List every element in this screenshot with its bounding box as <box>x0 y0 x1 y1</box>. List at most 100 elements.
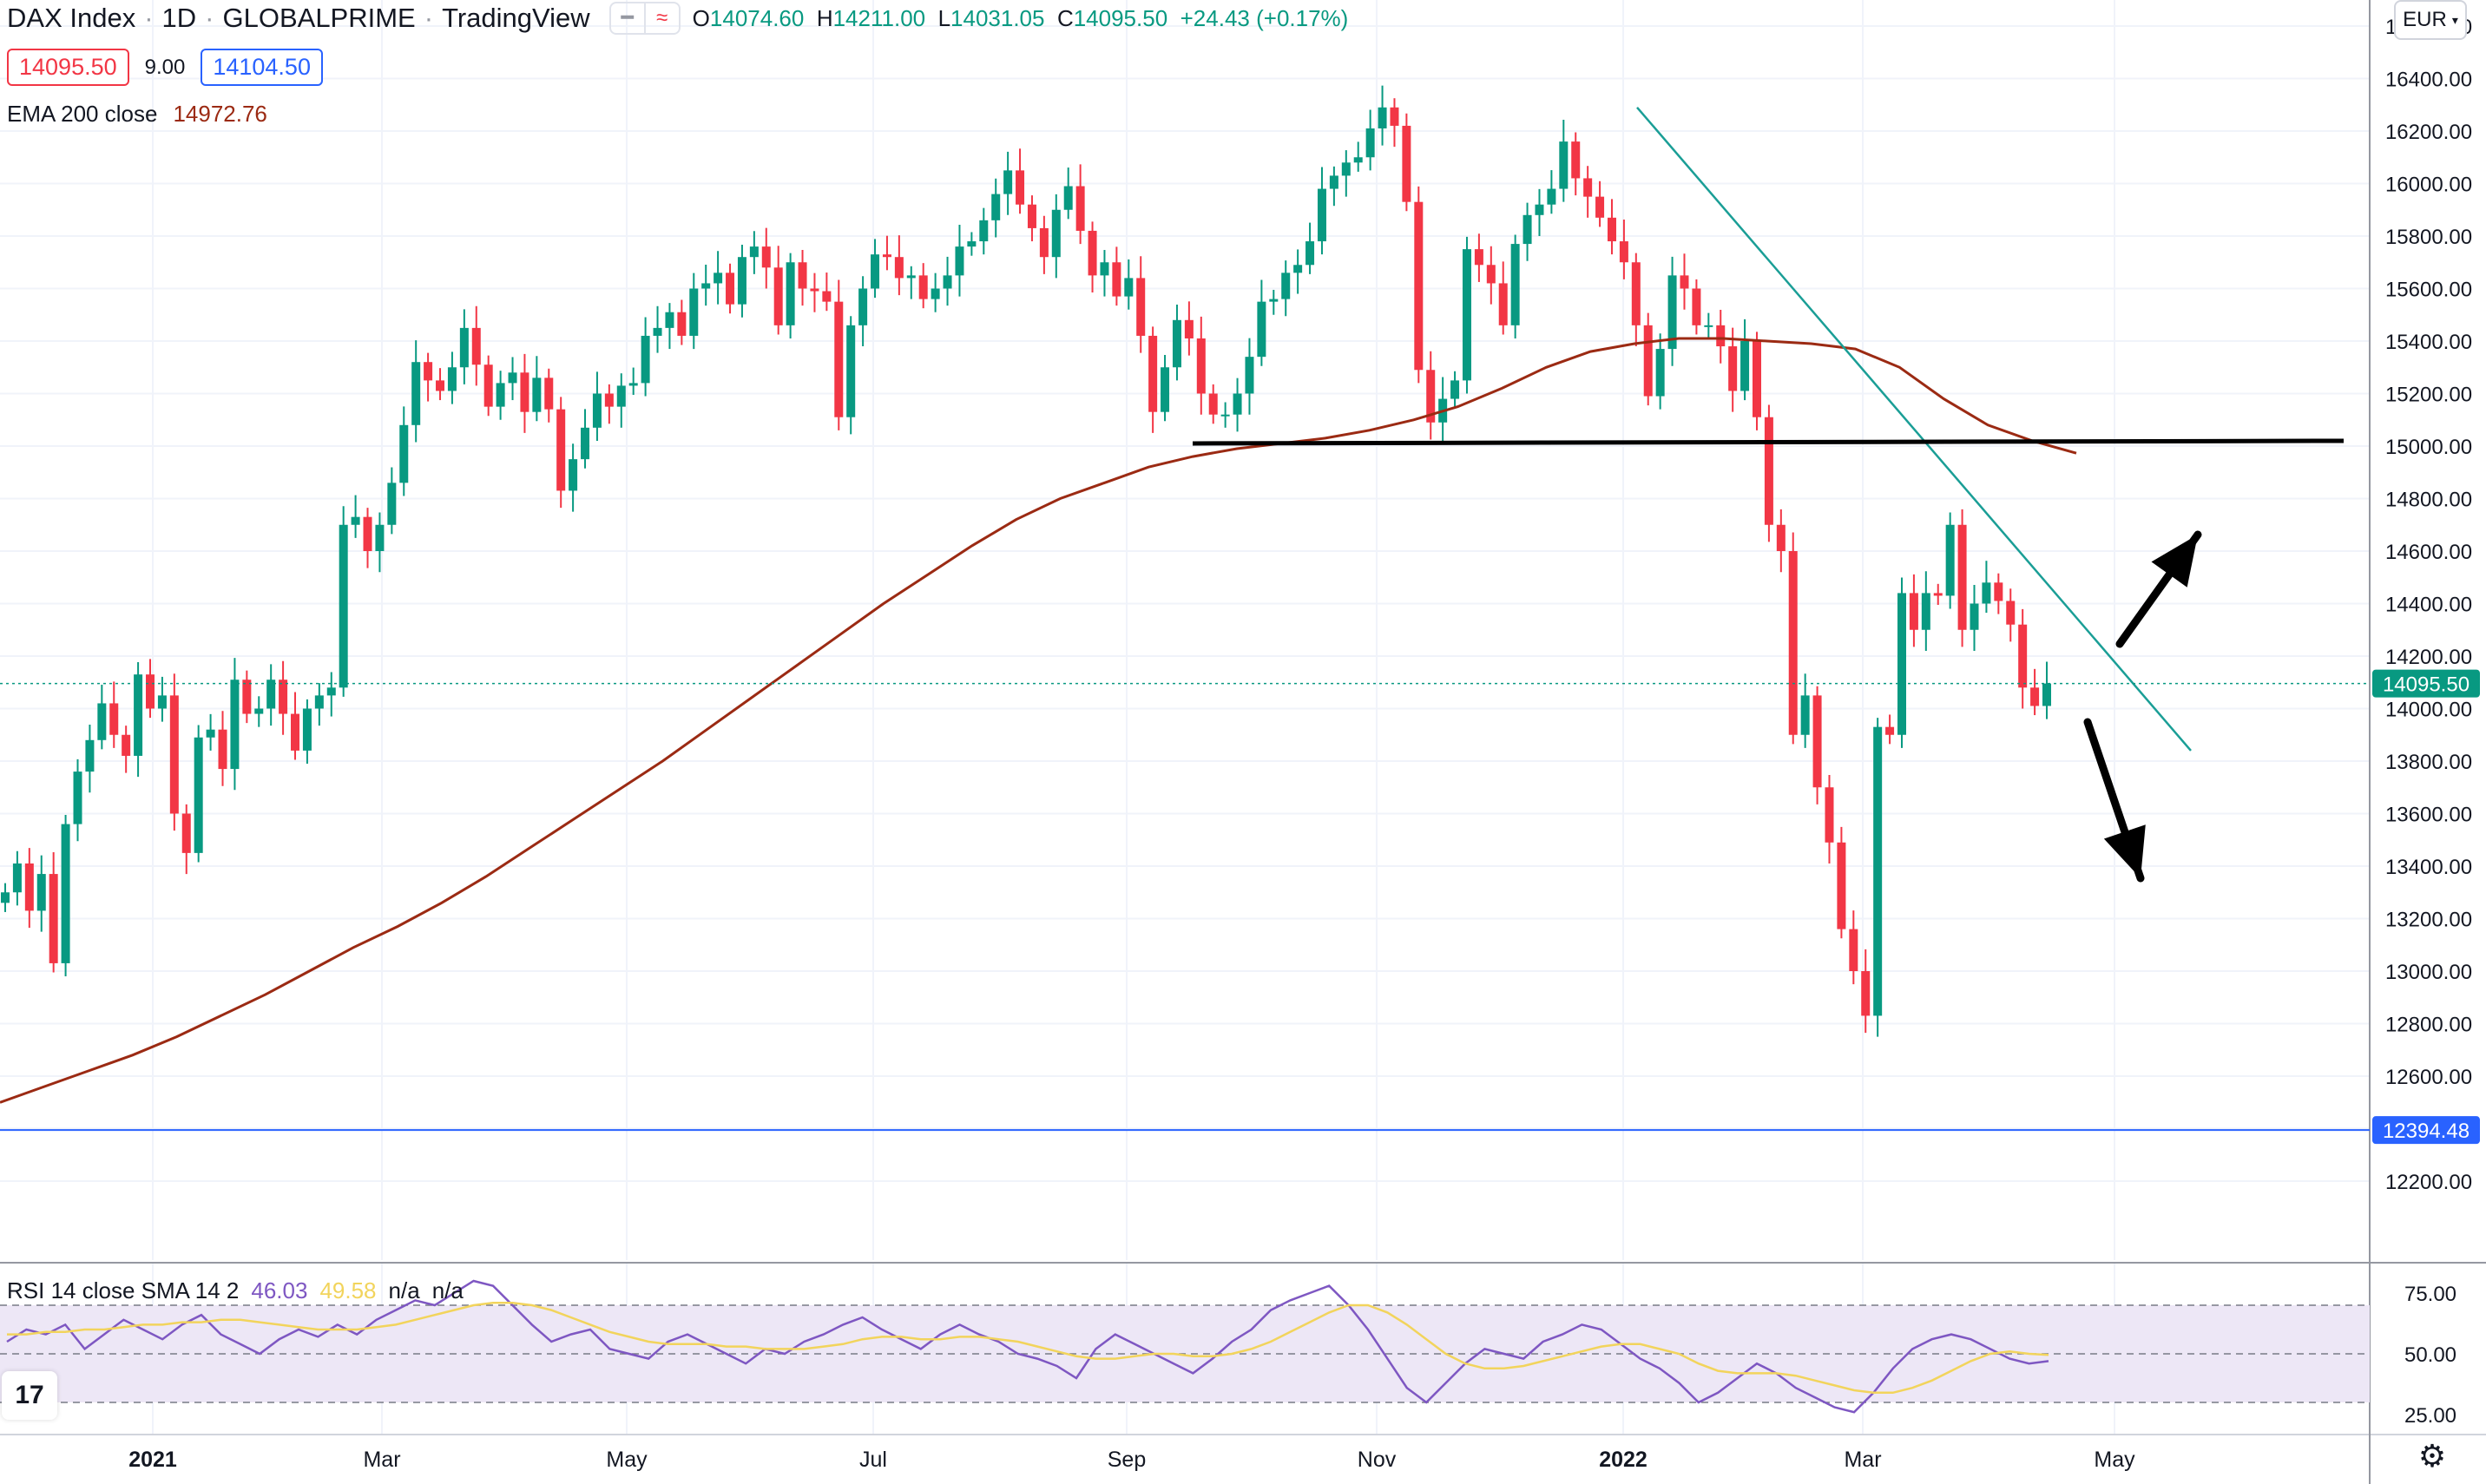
candle-body <box>339 524 348 688</box>
price-tick-label: 13800.00 <box>2385 751 2472 774</box>
candle-body <box>424 362 433 381</box>
candle-body <box>1921 593 1930 630</box>
candle-body <box>1994 582 2003 601</box>
ema-label: EMA 200 close <box>7 101 158 127</box>
currency-button[interactable]: EUR ▾ <box>2394 0 2467 40</box>
candle-body <box>436 380 445 391</box>
arrow-up-head <box>2151 535 2198 588</box>
gear-icon[interactable]: ⚙ <box>2417 1438 2447 1474</box>
low-line-badge <box>2372 1116 2480 1145</box>
candle-body <box>1716 325 1726 347</box>
source-label: TradingView <box>442 3 590 33</box>
candle-body <box>206 729 215 738</box>
ema-legend[interactable]: EMA 200 close 14972.76 <box>7 101 267 128</box>
candle-body <box>363 516 372 551</box>
candle-body <box>1245 357 1254 394</box>
price-axis: 16600.0016400.0016200.0016000.0015800.00… <box>2372 16 2480 1194</box>
candle-body <box>1 892 10 903</box>
candle-body <box>1075 186 1085 231</box>
visibility-toggle[interactable]: ━ ≈ <box>608 2 681 35</box>
candle-body <box>1039 227 1049 258</box>
candle-body <box>1124 278 1134 297</box>
chart-header: DAX Index · 1D · GLOBALPRIME · TradingVi… <box>7 2 1348 35</box>
candle-body <box>2018 624 2028 688</box>
candle-body <box>991 194 1001 220</box>
candle-body <box>24 863 34 911</box>
candle-body <box>1136 278 1146 336</box>
price-tick-label: 16400.00 <box>2385 69 2472 92</box>
eye-icon[interactable]: ━ <box>621 6 634 30</box>
candle-body <box>677 312 687 336</box>
price-tick-label: 15600.00 <box>2385 279 2472 302</box>
interval-label[interactable]: 1D <box>161 3 197 33</box>
candle-body <box>689 288 699 336</box>
candle-body <box>906 275 916 279</box>
candle-body <box>918 275 928 299</box>
candle-body <box>1752 341 1761 417</box>
candle-body <box>616 385 626 407</box>
candle-body <box>1233 393 1242 415</box>
bid-badge[interactable]: 14095.50 <box>7 49 129 86</box>
price-tick-label: 14000.00 <box>2385 699 2472 722</box>
candle-body <box>2030 687 2040 706</box>
candle-body <box>1970 603 1979 630</box>
candle-body <box>967 241 977 247</box>
candle-body <box>581 427 590 460</box>
exchange-label: GLOBALPRIME <box>222 3 416 33</box>
price-tick-label: 15000.00 <box>2385 436 2472 459</box>
candle-body <box>1897 593 1906 735</box>
candle-body <box>496 383 505 407</box>
candle-body <box>375 524 385 551</box>
symbol-name[interactable]: DAX Index <box>7 3 136 33</box>
candle-body <box>701 283 711 289</box>
candle-body <box>1341 162 1351 176</box>
candle-body <box>1293 265 1303 273</box>
candle-body <box>1800 695 1810 735</box>
price-tick-label: 15800.00 <box>2385 226 2472 249</box>
candle-body <box>2006 601 2016 625</box>
candle-body <box>1148 335 1158 412</box>
wave-icon[interactable]: ≈ <box>643 3 679 33</box>
currency-label: EUR <box>2403 8 2447 31</box>
candle-body <box>97 703 107 740</box>
price-tick-label: 13200.00 <box>2385 909 2472 932</box>
candle-body <box>882 254 891 258</box>
candle-body <box>604 393 614 407</box>
candle-body <box>1161 367 1170 412</box>
candle-body <box>1208 393 1218 415</box>
candle-body <box>773 267 783 325</box>
candle-body <box>85 739 95 772</box>
candle-body <box>1764 417 1773 525</box>
candle-body <box>1051 209 1061 258</box>
candle-body <box>1873 726 1883 1016</box>
candle-body <box>1849 929 1858 971</box>
candle-body <box>314 695 324 709</box>
candle-body <box>326 687 336 696</box>
candle-body <box>387 483 397 525</box>
rsi-value: 46.03 <box>251 1277 308 1303</box>
ask-badge[interactable]: 14104.50 <box>201 49 323 86</box>
candle-body <box>749 246 759 258</box>
candle-body <box>1523 214 1532 245</box>
candle-body <box>532 378 542 412</box>
candle-body <box>1172 319 1181 368</box>
candle-body <box>1547 188 1556 205</box>
candle-body <box>122 734 131 756</box>
candle-body <box>1257 301 1266 358</box>
candle-body <box>1559 141 1569 189</box>
candle-body <box>1728 346 1738 391</box>
candle-body <box>653 327 662 336</box>
candle-body <box>1378 107 1387 128</box>
rsi-legend[interactable]: RSI 14 close SMA 14 2 46.03 49.58 n/a n/… <box>7 1277 464 1304</box>
candle-body <box>1740 341 1750 391</box>
tradingview-logo-icon[interactable]: 17 <box>2 1371 57 1420</box>
price-tick-label: 12800.00 <box>2385 1014 2472 1037</box>
candle-body <box>266 680 276 709</box>
candle-body <box>1450 380 1460 399</box>
candle-body <box>230 680 240 770</box>
candle-body <box>1402 125 1411 202</box>
candle-body <box>894 257 904 279</box>
candle-body <box>1837 842 1846 929</box>
